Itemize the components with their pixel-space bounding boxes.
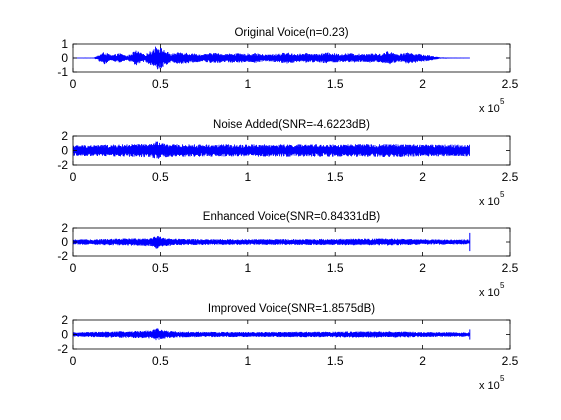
- subplot-1: Original Voice(n=0.23)0 0.5 1 1.5 2 2.510-1x …: [57, 27, 518, 115]
- x-tick-label: 1: [244, 77, 251, 91]
- x-multiplier-label: x 10: [479, 380, 500, 392]
- x-tick-label: 1.5: [327, 77, 344, 91]
- x-multiplier-label: x 10: [479, 103, 500, 115]
- x-tick-label: 1.5: [327, 170, 344, 184]
- y-tick-label: 2: [61, 313, 68, 327]
- x-tick-label: 2.5: [502, 354, 519, 368]
- x-multiplier-exponent: 5: [500, 97, 505, 106]
- y-tick-label: 0: [61, 51, 68, 65]
- subplot-title: Original Voice(n=0.23): [234, 27, 348, 39]
- y-tick-label: -2: [57, 158, 68, 172]
- y-tick-label: 0: [61, 328, 68, 342]
- x-tick-label: 2.5: [502, 77, 519, 91]
- subplot-4: Improved Voice(SNR=1.8575dB) 0 0.5 1 1.5 2 2.5…: [57, 303, 518, 392]
- y-tick-label: -2: [57, 249, 68, 263]
- x-tick-label: 2: [419, 77, 426, 91]
- x-multiplier-exponent: 5: [500, 374, 505, 383]
- x-tick-label: 2.5: [502, 261, 519, 275]
- subplot-2: Noise Added(SNR=-4.6223dB)0 0.5 1 1.5 2 2.520…: [57, 119, 518, 208]
- x-tick-label: 0.5: [152, 170, 169, 184]
- x-multiplier-exponent: 5: [500, 190, 505, 199]
- x-tick-label: 0: [70, 170, 77, 184]
- x-multiplier-label: x 10: [479, 196, 500, 208]
- x-tick-label: 2: [419, 354, 426, 368]
- subplot-title: Enhanced Voice(SNR=0.84331dB): [203, 211, 381, 223]
- x-tick-label: 2: [419, 170, 426, 184]
- x-tick-label: 1: [244, 261, 251, 275]
- y-tick-label: 0: [61, 144, 68, 158]
- x-tick-label: 0: [70, 77, 77, 91]
- y-tick-label: 1: [61, 37, 68, 51]
- x-tick-label: 0: [70, 261, 77, 275]
- subplot-title: Noise Added(SNR=-4.6223dB): [213, 119, 370, 131]
- y-tick-label: 2: [61, 221, 68, 235]
- x-tick-label: 0.5: [152, 77, 169, 91]
- y-tick-label: -1: [57, 65, 68, 79]
- x-tick-label: 1: [244, 170, 251, 184]
- subplot-title: Improved Voice(SNR=1.8575dB): [208, 303, 375, 315]
- x-tick-label: 2: [419, 261, 426, 275]
- x-tick-label: 2.5: [502, 170, 519, 184]
- x-tick-label: 1.5: [327, 354, 344, 368]
- y-tick-label: -2: [57, 342, 68, 356]
- x-tick-label: 0.5: [152, 261, 169, 275]
- x-tick-label: 1.5: [327, 261, 344, 275]
- y-tick-label: 2: [61, 129, 68, 143]
- x-multiplier-label: x 10: [479, 287, 500, 299]
- subplot-3: Enhanced Voice(SNR=0.84331dB) 0 0.5 1 1.5 2 2.…: [57, 211, 518, 299]
- y-tick-label: 0: [61, 235, 68, 249]
- x-tick-label: 1: [244, 354, 251, 368]
- x-tick-label: 0: [70, 354, 77, 368]
- x-multiplier-exponent: 5: [500, 281, 505, 290]
- x-tick-label: 0.5: [152, 354, 169, 368]
